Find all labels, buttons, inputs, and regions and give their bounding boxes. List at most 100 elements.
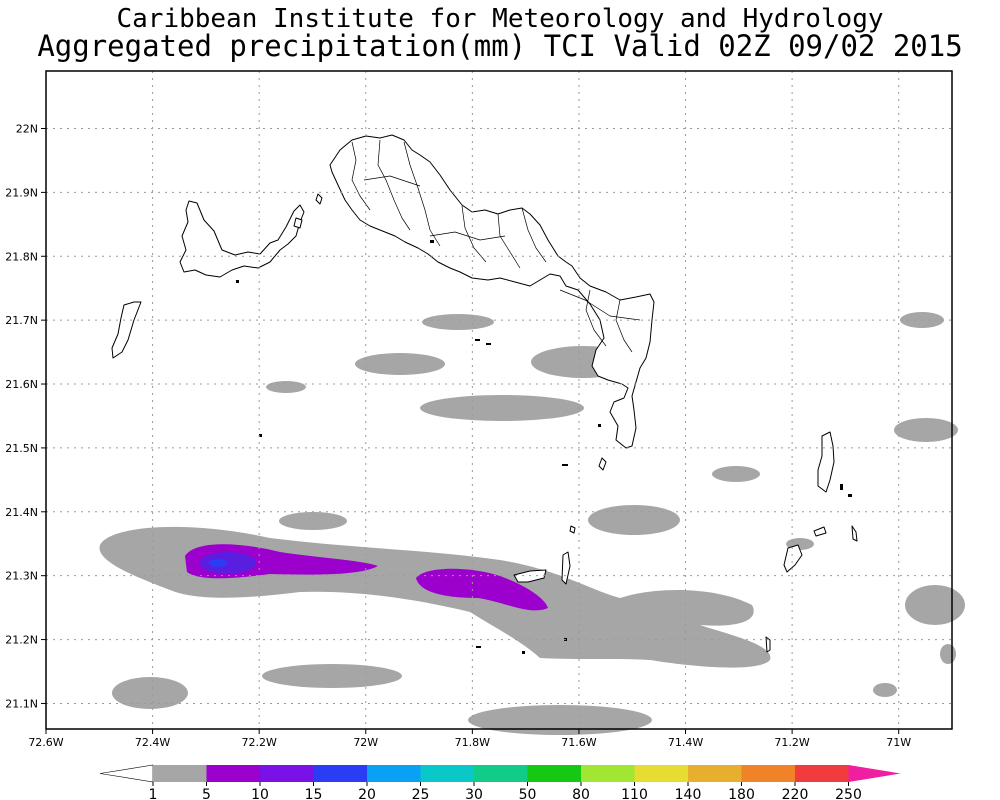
colorbar-label: 250 [835,787,862,800]
rain-area [355,353,445,375]
moderate-rain-area [416,568,548,611]
colorbar-label: 30 [465,787,483,800]
core-rain-area [209,559,227,567]
rain-area [262,664,402,688]
rain-area [712,466,760,482]
colorbar-swatch [153,765,207,782]
cay-dot [236,280,239,283]
lon-tick-label: 72.4W [135,736,170,749]
colorbar-swatch [367,765,421,782]
cay-outline [569,525,576,534]
cay-dot [486,343,491,345]
rain-area [266,381,306,393]
precipitation-field [99,312,965,735]
colorbar-labels: 1 5 10 15 20 25 30 50 80 110 140 180 220 250 [149,787,862,800]
lon-tick-label: 72.6W [28,736,63,749]
internal-boundaries [351,139,641,353]
colorbar-swatch [795,765,849,782]
rain-area [873,683,897,697]
lat-tick-label: 21.6N [5,378,38,391]
salt-cay-outline [783,544,803,573]
lon-tick-label: 71W [886,736,911,749]
colorbar-label: 220 [782,787,809,800]
lat-tick-label: 22N [16,122,38,135]
caicos-islands-outline [179,200,305,278]
colorbar-swatch [474,765,528,782]
lat-tick-label: 21.1N [5,697,38,710]
colorbar-swatch [206,765,260,782]
rain-area [588,505,680,535]
cay-dot [430,240,434,243]
colorbar [99,764,901,786]
colorbar-swatch [688,765,742,782]
axis-ticks [41,127,900,734]
cay-outline [765,636,771,653]
cay-dot [840,484,843,490]
rain-area [905,585,965,625]
lon-tick-label: 71.6W [561,736,596,749]
lat-tick-label: 21.8N [5,250,38,263]
cay-dot [848,494,852,497]
colorbar-label: 25 [412,787,430,800]
lat-tick-label: 21.2N [5,634,38,647]
colorbar-label: 5 [202,787,211,800]
cay-outline [315,193,323,205]
rain-area [468,705,652,735]
colorbar-swatch [634,765,688,782]
land-outlines [111,134,858,653]
gridlines [46,71,952,729]
colorbar-label: 1 [149,787,158,800]
colorbar-label: 80 [572,787,590,800]
colorbar-label: 50 [519,787,537,800]
colorbar-label: 15 [305,787,323,800]
grand-turk-outline [817,431,835,493]
cay-dot [476,646,481,648]
rain-area [420,395,584,421]
cay-outline [293,217,303,229]
rain-area [894,418,958,442]
cay-dot [259,434,262,437]
colorbar-max-arrow [848,765,901,782]
lat-tick-label: 21.3N [5,570,38,583]
colorbar-swatch [260,765,314,782]
colorbar-label: 180 [728,787,755,800]
cay-outline [598,457,607,471]
lat-tick-label: 21.4N [5,506,38,519]
lat-tick-label: 21.5N [5,442,38,455]
cay-outline [813,526,827,537]
map-frame [45,70,953,730]
cay-dot [562,464,568,466]
colorbar-swatch [741,765,795,782]
lon-tick-label: 71.4W [668,736,703,749]
colorbar-swatch [420,765,474,782]
colorbar-swatch [313,765,367,782]
lat-tick-label: 21.7N [5,314,38,327]
rain-area [422,314,494,330]
colorbar-label: 10 [251,787,269,800]
lat-tick-label: 21.9N [5,186,38,199]
cay-outline [851,525,858,542]
colorbar-swatch [581,765,635,782]
rain-area [112,677,188,709]
rain-area [940,644,956,664]
colorbar-min-arrow [99,764,154,783]
heavy-rain-area [200,552,256,574]
axis-tick-labels: 72.6W 72.4W 72.2W 72W 71.8W 71.6W 71.4W 71.2W 71… [5,122,911,749]
north-caicos-outline [329,134,655,449]
light-rain-areas [99,312,965,735]
colorbar-label: 110 [621,787,648,800]
lon-tick-label: 72W [353,736,378,749]
lon-tick-label: 71.8W [455,736,490,749]
cay-dot [475,339,480,341]
cay-dot [522,651,525,654]
colorbar-label: 20 [358,787,376,800]
rain-area [279,512,347,530]
colorbar-swatch [527,765,581,782]
cay-dot [598,424,601,427]
title-line-2: Aggregated precipitation(mm) TCI Valid 0… [37,29,963,63]
lon-tick-label: 72.2W [241,736,276,749]
lon-tick-label: 71.2W [774,736,809,749]
west-caicos-outline [111,301,142,359]
title-line-1: Caribbean Institute for Meteorology and … [116,4,884,34]
